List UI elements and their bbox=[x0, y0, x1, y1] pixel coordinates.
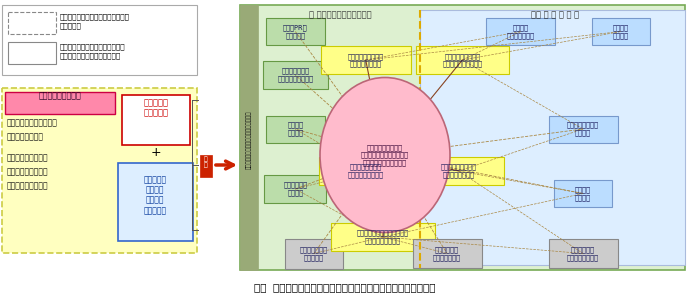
Text: ：保存組織と連携・協働した主体: ：保存組織と連携・協働した主体 bbox=[60, 43, 126, 50]
Text: 販売（PR）
旅館・民宿: 販売（PR） 旅館・民宿 bbox=[283, 24, 308, 39]
Text: （今後活動予定のものも含む）: （今後活動予定のものも含む） bbox=[60, 52, 121, 59]
FancyBboxPatch shape bbox=[266, 18, 324, 45]
Text: ＜ 地域住民（丹波山村）＞: ＜ 地域住民（丹波山村）＞ bbox=[308, 10, 371, 19]
Text: 多様な担い手の参画
（都市農村交流）: 多様な担い手の参画 （都市農村交流） bbox=[441, 164, 477, 178]
Text: 在来作物の保存組織
在来種ジャガイモ等保存会
（地域遺伝資源の保全）: 在来作物の保存組織 在来種ジャガイモ等保存会 （地域遺伝資源の保全） bbox=[361, 144, 409, 166]
FancyBboxPatch shape bbox=[591, 18, 650, 45]
FancyBboxPatch shape bbox=[415, 46, 509, 74]
Text: 食文化・農業技術の継承: 食文化・農業技術の継承 bbox=[7, 118, 58, 127]
FancyBboxPatch shape bbox=[553, 180, 612, 207]
Text: 加工・販売活動
加工・直売グループ: 加工・販売活動 加工・直売グループ bbox=[277, 68, 313, 82]
FancyBboxPatch shape bbox=[8, 12, 56, 34]
FancyBboxPatch shape bbox=[414, 157, 504, 185]
FancyBboxPatch shape bbox=[5, 92, 115, 114]
Text: 化への効果: 化への効果 bbox=[60, 22, 82, 28]
Text: 耕作放棄地の利活用: 耕作放棄地の利活用 bbox=[7, 153, 48, 162]
Text: 郷土・食農教育
小・中学校: 郷土・食農教育 小・中学校 bbox=[300, 246, 328, 261]
FancyBboxPatch shape bbox=[262, 61, 328, 89]
Text: 在来作物の保全組織: 在来作物の保全組織 bbox=[39, 92, 81, 100]
FancyBboxPatch shape bbox=[486, 18, 555, 45]
Text: 商品化・観光資源化
（地場産業振興）: 商品化・観光資源化 （地場産業振興） bbox=[348, 53, 384, 67]
Text: 栽培活動
支援団体: 栽培活動 支援団体 bbox=[613, 24, 629, 39]
Text: 各種交流活動
一般村民: 各種交流活動 一般村民 bbox=[284, 182, 307, 196]
Text: 農業体験
都市住民: 農業体験 都市住民 bbox=[575, 186, 591, 201]
FancyBboxPatch shape bbox=[549, 239, 618, 268]
FancyBboxPatch shape bbox=[8, 42, 56, 64]
FancyBboxPatch shape bbox=[319, 157, 413, 185]
Text: クラインガルテン
都市住民: クラインガルテン 都市住民 bbox=[567, 122, 599, 136]
Text: 全般的な関駆・支援　自治体（村・県）: 全般的な関駆・支援 自治体（村・県） bbox=[246, 111, 252, 169]
FancyBboxPatch shape bbox=[264, 175, 326, 203]
Text: 農業振興
農事法人: 農業振興 農事法人 bbox=[287, 122, 304, 136]
Text: 販売取引
スーパー・生協: 販売取引 スーパー・生協 bbox=[507, 24, 535, 39]
Text: 耕作放棄地の利活用
（環境・景観の保全）: 耕作放棄地の利活用 （環境・景観の保全） bbox=[442, 53, 482, 67]
FancyBboxPatch shape bbox=[240, 5, 258, 270]
Text: 在来食文化・農業技術の継承
（地域文化の伝承）: 在来食文化・農業技術の継承 （地域文化の伝承） bbox=[357, 230, 409, 244]
FancyBboxPatch shape bbox=[331, 223, 435, 251]
Text: 地域文化研究
研究機関・研究者: 地域文化研究 研究機関・研究者 bbox=[567, 246, 599, 261]
Text: 商品化・観光資源化: 商品化・観光資源化 bbox=[7, 167, 48, 176]
FancyBboxPatch shape bbox=[266, 116, 324, 142]
FancyBboxPatch shape bbox=[122, 95, 190, 145]
FancyBboxPatch shape bbox=[240, 5, 685, 270]
Text: 多様な担い手の参画: 多様な担い手の参画 bbox=[7, 181, 48, 190]
FancyBboxPatch shape bbox=[413, 239, 482, 268]
FancyBboxPatch shape bbox=[2, 88, 197, 253]
FancyBboxPatch shape bbox=[420, 10, 685, 265]
FancyBboxPatch shape bbox=[549, 116, 618, 142]
Text: ＜都 市 住 民 等 ＞: ＜都 市 住 民 等 ＞ bbox=[531, 10, 579, 19]
Text: 展
開: 展 開 bbox=[204, 156, 208, 168]
Text: 図４  在来作物の保全活動により期待される地域活性化への効果: 図４ 在来作物の保全活動により期待される地域活性化への効果 bbox=[254, 282, 436, 292]
FancyBboxPatch shape bbox=[2, 5, 197, 75]
Text: 家族・地域の連携: 家族・地域の連携 bbox=[7, 132, 44, 141]
FancyBboxPatch shape bbox=[284, 238, 344, 268]
Ellipse shape bbox=[320, 77, 450, 232]
Text: 地域活性化
に資する
派生的な
意義・効果: 地域活性化 に資する 派生的な 意義・効果 bbox=[144, 175, 166, 215]
Text: 第一義的な
意義・効果: 第一義的な 意義・効果 bbox=[144, 98, 168, 118]
Text: 家族・地域の連携
（集落機能の強化）: 家族・地域の連携 （集落機能の強化） bbox=[348, 164, 384, 178]
FancyBboxPatch shape bbox=[200, 155, 212, 177]
Text: 栽培技術交流
他地域の栽培者: 栽培技術交流 他地域の栽培者 bbox=[433, 246, 461, 261]
Text: ：保全活動に期待される地域活性化: ：保全活動に期待される地域活性化 bbox=[60, 13, 130, 20]
FancyBboxPatch shape bbox=[321, 46, 411, 74]
Text: +: + bbox=[150, 146, 161, 160]
FancyBboxPatch shape bbox=[118, 163, 193, 241]
